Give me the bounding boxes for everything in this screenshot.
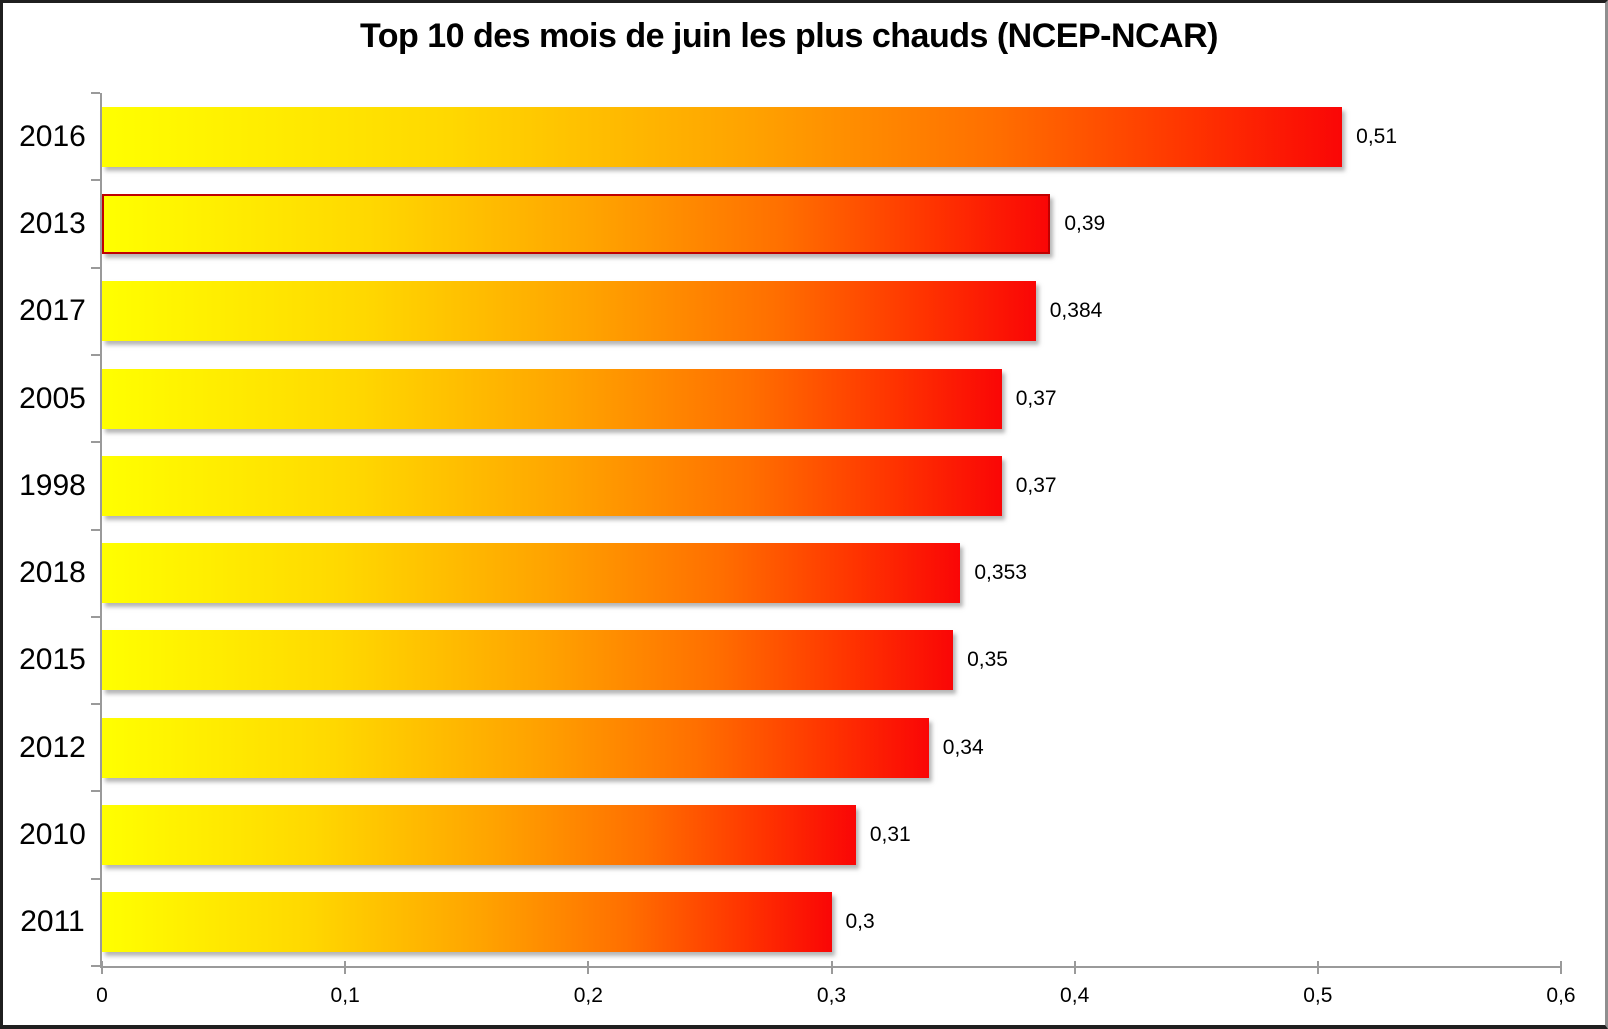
bar-row: 2012 0,34 (3, 704, 1561, 791)
category-label: 2005 (19, 381, 86, 415)
x-axis-tick (101, 961, 103, 974)
category-label: 2016 (19, 119, 86, 153)
value-label: 0,353 (974, 561, 1027, 585)
bar-area: 0,3 (102, 879, 1561, 966)
x-axis-tick-label: 0,2 (573, 984, 603, 1007)
chart-title: Top 10 des mois de juin les plus chauds … (359, 17, 1219, 55)
x-axis-tick-label: 0 (96, 984, 108, 1007)
bar-row: 2015 0,35 (3, 617, 1561, 704)
y-axis-line (100, 93, 102, 966)
value-label: 0,51 (1356, 124, 1398, 148)
bar-area: 0,384 (102, 268, 1561, 355)
y-axis-tick (91, 615, 100, 618)
bar-area: 0,34 (102, 704, 1561, 791)
category-label: 2013 (19, 206, 86, 240)
bar-row: 2005 0,37 (3, 355, 1561, 442)
bar (102, 368, 1002, 429)
category-label: 2011 (20, 905, 85, 939)
category-label: 2018 (19, 556, 86, 590)
y-axis-tick (91, 877, 100, 880)
x-axis-tick-label: 0,4 (1060, 984, 1090, 1007)
x-axis-tick-label: 0,1 (330, 984, 360, 1007)
value-label: 0,3 (845, 910, 875, 934)
y-axis-tick (91, 441, 100, 444)
bar-row: 1998 0,37 (3, 442, 1561, 529)
y-axis-tick (91, 179, 100, 182)
category-label: 1998 (19, 468, 86, 502)
bar-area: 0,35 (102, 617, 1561, 704)
y-axis-tick (91, 353, 100, 356)
bar-row: 2010 0,31 (3, 791, 1561, 878)
x-axis-tick (344, 961, 347, 974)
x-axis: 0 0,1 0,2 0,3 0,4 0,5 0,6 (96, 961, 1576, 1026)
y-axis-tick (91, 92, 100, 94)
y-axis-ticks (3, 92, 100, 967)
bar-rows: 2016 0,51 2013 0,39 2017 0,384 2005 0,37… (3, 93, 1561, 966)
bar (102, 193, 1051, 254)
bar-area: 0,37 (102, 355, 1561, 442)
bar-area: 0,39 (102, 180, 1561, 267)
y-axis-tick (91, 790, 100, 793)
bar (102, 455, 1002, 516)
y-axis-tick (91, 266, 100, 269)
bar (102, 106, 1343, 167)
value-label: 0,31 (869, 823, 911, 847)
bar-row: 2018 0,353 (3, 529, 1561, 616)
bar-area: 0,37 (102, 442, 1561, 529)
category-label: 2012 (19, 730, 86, 764)
value-label: 0,37 (1015, 386, 1057, 410)
category-label: 2015 (19, 643, 86, 677)
value-label: 0,37 (1015, 473, 1057, 497)
category-label: 2017 (19, 294, 86, 328)
x-axis-tick (1316, 961, 1319, 974)
y-axis-tick (91, 965, 100, 967)
plot-area: 2016 0,51 2013 0,39 2017 0,384 2005 0,37… (3, 92, 1576, 1007)
y-axis-tick (91, 703, 100, 706)
y-axis-tick (91, 528, 100, 531)
value-label: 0,39 (1064, 211, 1106, 235)
x-axis-tick-label: 0,5 (1303, 984, 1333, 1007)
bar (102, 892, 832, 953)
bar-area: 0,31 (102, 791, 1561, 878)
value-label: 0,35 (967, 648, 1008, 672)
bar-row: 2016 0,51 (3, 93, 1561, 180)
bar (102, 805, 856, 866)
x-axis-tick-label: 0,6 (1546, 984, 1576, 1007)
bar-row: 2013 0,39 (3, 180, 1561, 267)
bar-row: 2011 0,3 (3, 879, 1561, 966)
category-label: 2010 (19, 818, 86, 852)
x-axis-tick (587, 961, 590, 974)
x-axis-tick (1073, 961, 1076, 974)
bar-row: 2017 0,384 (3, 268, 1561, 355)
x-axis-tick (830, 961, 833, 974)
bar (102, 543, 961, 604)
bar-area: 0,51 (102, 93, 1561, 180)
x-axis-tick-label: 0,3 (816, 984, 847, 1007)
bar-area: 0,353 (102, 529, 1561, 616)
bar (102, 717, 929, 778)
bar (102, 281, 1036, 342)
value-label: 0,34 (942, 735, 984, 759)
x-axis-tick (1560, 961, 1562, 974)
value-label: 0,384 (1049, 299, 1103, 323)
bar (102, 630, 954, 691)
